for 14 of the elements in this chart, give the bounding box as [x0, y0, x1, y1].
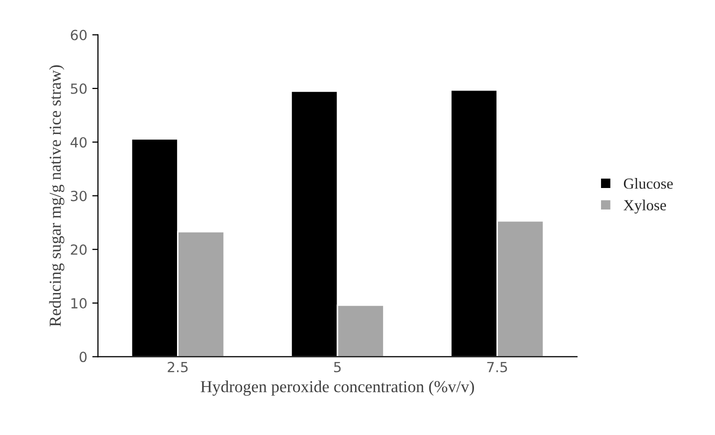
x-axis-title: Hydrogen peroxide concentration (%v/v): [200, 380, 474, 396]
x-tick-label: 7.5: [487, 362, 507, 372]
y-tick-label: 30: [70, 190, 87, 202]
y-tick-label: 20: [70, 244, 87, 255]
x-tick-label: 2.5: [168, 362, 188, 372]
legend-label: Xylose: [624, 200, 666, 214]
y-tick-label: 50: [70, 83, 87, 94]
y-tick-label: 10: [71, 298, 87, 309]
legend-label: Glucose: [624, 178, 673, 189]
x-tick-label: 5: [334, 362, 341, 372]
y-axis-title: Reducing sugar mg/g native rice straw): [49, 65, 64, 326]
y-tick-label: 60: [70, 30, 87, 40]
y-tick-label: 40: [70, 137, 87, 148]
y-tick-label: 0: [80, 352, 87, 362]
